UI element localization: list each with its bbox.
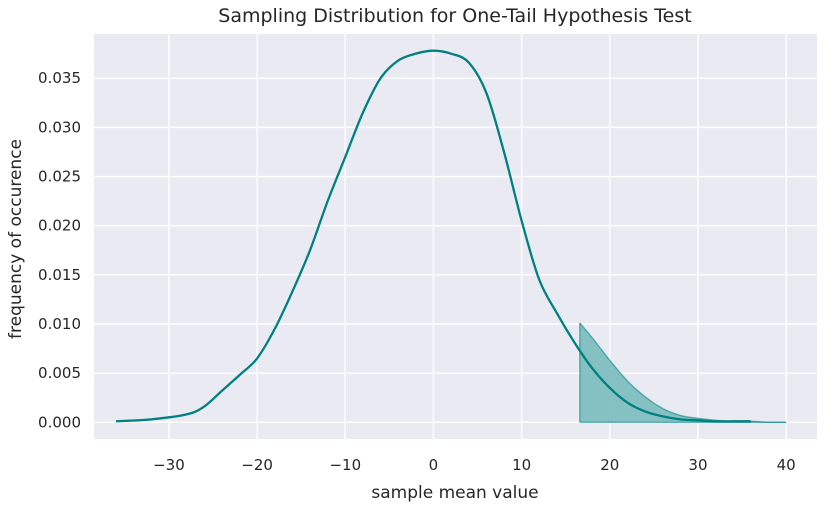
chart-title: Sampling Distribution for One-Tail Hypot… xyxy=(218,5,691,27)
y-tick-label: 0.025 xyxy=(38,168,81,186)
y-tick-label: 0.015 xyxy=(38,266,81,284)
y-tick-label: 0.020 xyxy=(38,217,81,235)
y-tick-label: 0.035 xyxy=(38,69,81,87)
x-tick-label: 40 xyxy=(777,456,796,474)
rejection-region-area xyxy=(579,323,787,423)
x-tick-label: 10 xyxy=(512,456,531,474)
y-tick-label: 0.030 xyxy=(38,118,81,136)
y-axis-ticks: 0.000 0.005 0.010 0.015 0.020 0.025 0.030 0.035 xyxy=(38,69,81,431)
x-axis-title: sample mean value xyxy=(371,483,538,503)
x-tick-label: −20 xyxy=(241,456,273,474)
x-axis-ticks: −30 −20 −10 0 10 20 30 40 xyxy=(153,456,796,474)
density-curve xyxy=(115,49,751,423)
y-tick-label: 0.010 xyxy=(38,315,81,333)
x-tick-label: −10 xyxy=(329,456,361,474)
x-tick-label: 0 xyxy=(429,456,439,474)
density-curve-layer xyxy=(115,49,751,423)
y-tick-label: 0.005 xyxy=(38,364,81,382)
x-tick-label: 30 xyxy=(688,456,707,474)
x-tick-label: 20 xyxy=(600,456,619,474)
plot-area xyxy=(94,34,817,439)
x-tick-label: −30 xyxy=(153,456,185,474)
y-tick-label: 0.000 xyxy=(38,413,81,431)
grid-lines xyxy=(94,34,817,439)
y-axis-title: frequency of occurence xyxy=(6,139,26,339)
